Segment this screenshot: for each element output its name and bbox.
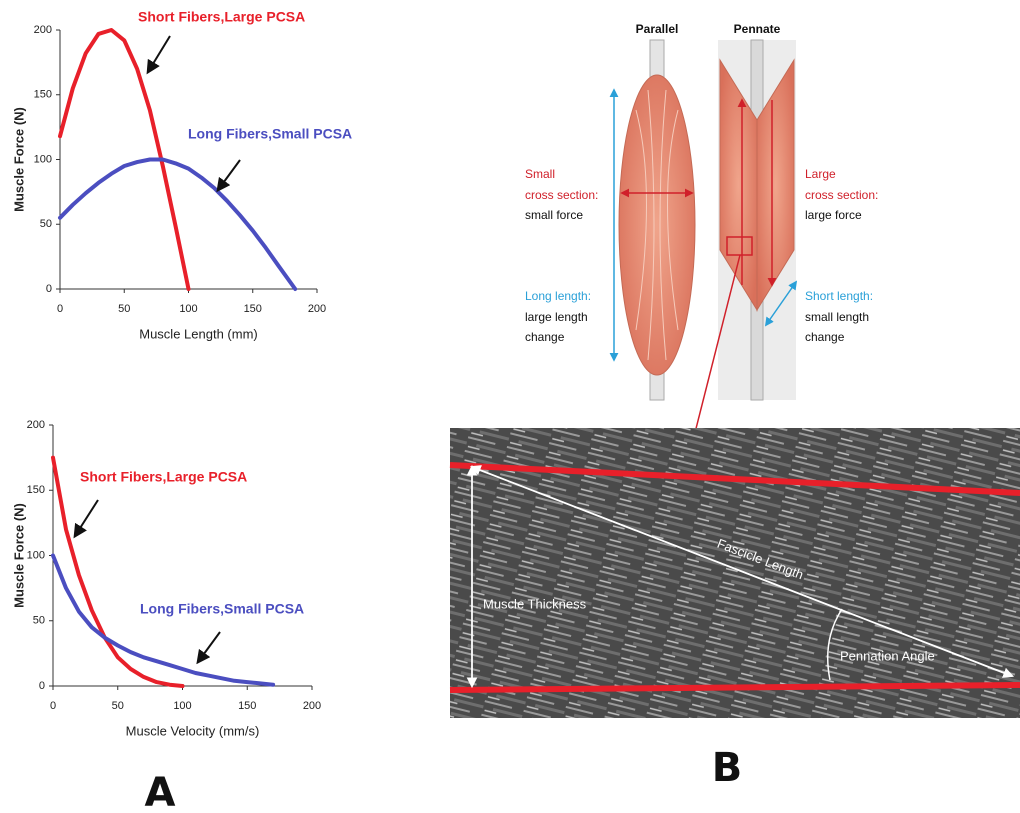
x-tick-label: 50 bbox=[118, 303, 130, 315]
x-axis-label: Muscle Velocity (mm/s) bbox=[126, 723, 260, 738]
series-line bbox=[58, 157, 298, 291]
note: cross section: bbox=[525, 188, 598, 202]
note: Long length: bbox=[525, 289, 591, 303]
y-tick-label: 50 bbox=[40, 218, 52, 230]
x-tick-label: 100 bbox=[173, 700, 191, 712]
y-tick-label: 200 bbox=[34, 24, 52, 36]
series-label: Long Fibers,Small PCSA bbox=[140, 601, 304, 617]
x-axis-label: Muscle Length (mm) bbox=[139, 326, 257, 341]
pointer-arrow bbox=[146, 35, 171, 75]
y-tick-label: 150 bbox=[27, 484, 45, 496]
x-tick-label: 100 bbox=[179, 303, 197, 315]
y-axis-label: Muscle Force (N) bbox=[11, 107, 26, 212]
ultrasound: Fascicle Length Muscle Thickness Pennati… bbox=[449, 428, 1020, 718]
chart: 0 50 100 150 200 0 50 100 150 200 Muscle Length (m… bbox=[11, 9, 352, 342]
note: small length bbox=[805, 310, 869, 324]
muscle-type: Parallel bbox=[636, 22, 679, 36]
muscle-type: Pennate bbox=[734, 22, 781, 36]
series-line bbox=[51, 455, 185, 688]
x-tick-label: 200 bbox=[303, 700, 321, 712]
series-label: Short Fibers,Large PCSA bbox=[80, 469, 247, 485]
y-tick-label: 50 bbox=[33, 615, 45, 627]
panel-label: A bbox=[145, 770, 176, 813]
y-tick-label: 0 bbox=[39, 680, 45, 692]
series-line bbox=[51, 553, 276, 687]
note: large force bbox=[805, 208, 862, 222]
series-line bbox=[58, 28, 191, 291]
note: change bbox=[525, 330, 565, 344]
note: change bbox=[805, 330, 845, 344]
aponeurosis-line bbox=[449, 682, 1020, 693]
x-tick-label: 200 bbox=[308, 303, 326, 315]
pointer-arrow bbox=[196, 631, 221, 665]
length-arrow bbox=[764, 280, 798, 327]
y-tick-label: 150 bbox=[34, 89, 52, 101]
muscle-diagram: Parallel Pennate Small cross section: sm… bbox=[525, 22, 878, 473]
x-tick-label: 150 bbox=[238, 700, 256, 712]
x-tick-label: 50 bbox=[112, 700, 124, 712]
panel-label: B bbox=[712, 745, 743, 791]
parallel-muscle bbox=[618, 74, 696, 376]
series-label: Long Fibers,Small PCSA bbox=[188, 126, 352, 142]
ultrasound-label: Pennation Angle bbox=[840, 648, 935, 663]
y-tick-label: 100 bbox=[27, 549, 45, 561]
fibers bbox=[635, 89, 679, 361]
y-tick-label: 200 bbox=[27, 419, 45, 431]
fascicle-arrow bbox=[469, 465, 1015, 678]
x-tick-label: 0 bbox=[50, 700, 56, 712]
ultrasound-label: Muscle Thickness bbox=[483, 596, 587, 611]
y-tick-label: 100 bbox=[34, 153, 52, 165]
pennate-half bbox=[756, 58, 795, 312]
note: Small bbox=[525, 167, 555, 181]
note: cross section: bbox=[805, 188, 878, 202]
pointer-arrow bbox=[216, 159, 241, 193]
note: small force bbox=[525, 208, 583, 222]
series-label: Short Fibers,Large PCSA bbox=[138, 9, 305, 25]
pointer-arrow bbox=[73, 499, 99, 539]
angle-arc bbox=[827, 608, 843, 681]
y-tick-label: 0 bbox=[46, 283, 52, 295]
chart: 0 50 100 150 200 0 50 100 150 200 Muscle Velocity … bbox=[11, 419, 321, 739]
note: Large bbox=[805, 167, 836, 181]
note: large length bbox=[525, 310, 588, 324]
y-axis-label: Muscle Force (N) bbox=[11, 503, 26, 608]
note: Short length: bbox=[805, 289, 873, 303]
x-tick-label: 150 bbox=[244, 303, 262, 315]
x-tick-label: 0 bbox=[57, 303, 63, 315]
